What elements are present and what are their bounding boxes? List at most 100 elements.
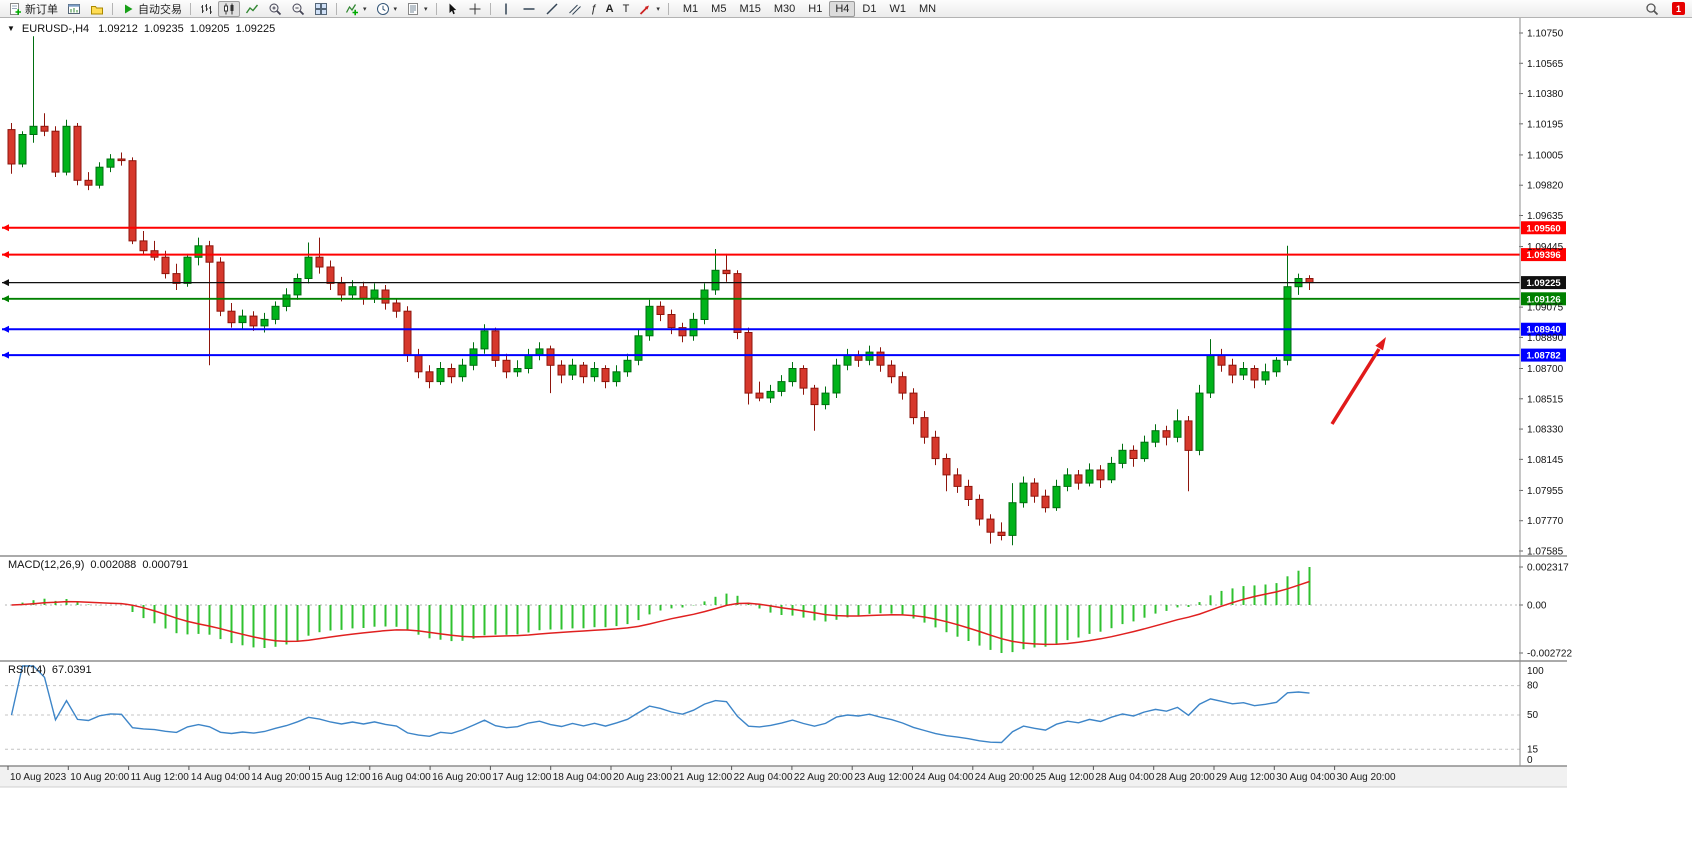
toolbar: 新订单 自动交易 bbox=[0, 0, 1692, 18]
candle bbox=[117, 158, 126, 162]
price-axis-label: 1.09445 bbox=[1527, 242, 1564, 253]
candle bbox=[667, 314, 676, 329]
chart-header: ▼ EURUSD-,H4 1.09212 1.09235 1.09205 1.09225 bbox=[7, 23, 281, 35]
tile-windows-button[interactable] bbox=[310, 1, 332, 17]
macd-signal-line bbox=[11, 580, 1310, 646]
time-axis[interactable] bbox=[0, 766, 1567, 787]
time-axis-label: 28 Aug 20:00 bbox=[1156, 772, 1215, 783]
toolbar-separator bbox=[190, 2, 191, 15]
zoom-out-button[interactable] bbox=[287, 1, 309, 17]
new-order-button[interactable]: 新订单 bbox=[4, 1, 62, 17]
line-chart-button[interactable] bbox=[241, 1, 263, 17]
notification-badge[interactable]: 1 bbox=[1672, 2, 1685, 15]
dropdown-arrow-icon: ▾ bbox=[656, 5, 660, 13]
time-axis-label: 18 Aug 04:00 bbox=[553, 772, 612, 783]
crosshair-button[interactable] bbox=[464, 1, 486, 17]
candle bbox=[194, 245, 203, 258]
rsi-axis-label: 0 bbox=[1527, 755, 1533, 766]
search-button[interactable] bbox=[1641, 1, 1663, 17]
timeframe-m1-button[interactable]: M1 bbox=[677, 1, 704, 17]
candle bbox=[854, 354, 863, 361]
annotation-arrow-head[interactable] bbox=[1375, 337, 1386, 351]
auto-trading-label: 自动交易 bbox=[138, 3, 182, 16]
price-axis-label: 1.09820 bbox=[1527, 181, 1564, 192]
indicators-button[interactable]: ▾ bbox=[341, 1, 371, 17]
candle bbox=[271, 305, 280, 320]
cursor-button[interactable] bbox=[441, 1, 463, 17]
timeframe-m5-button[interactable]: M5 bbox=[705, 1, 732, 17]
rsi-value: 67.0391 bbox=[51, 664, 92, 676]
timeframe-m15-button[interactable]: M15 bbox=[733, 1, 766, 17]
time-axis-label: 24 Aug 20:00 bbox=[975, 772, 1034, 783]
price-axis-label: 1.09635 bbox=[1527, 211, 1564, 222]
trendline-icon bbox=[546, 2, 558, 15]
timeframe-h1-button[interactable]: H1 bbox=[802, 1, 828, 17]
timeframe-h4-button[interactable]: H4 bbox=[829, 0, 856, 17]
level-left-marker bbox=[2, 351, 9, 359]
vertical-line-icon bbox=[504, 3, 507, 14]
periods-button[interactable]: ▾ bbox=[372, 1, 402, 17]
ohlc-close: 1.09225 bbox=[235, 23, 276, 35]
candle bbox=[40, 125, 49, 132]
text-button[interactable]: A bbox=[602, 1, 618, 17]
candle bbox=[7, 129, 16, 165]
price-axis-label: 1.08330 bbox=[1527, 425, 1564, 436]
time-axis-label: 10 Aug 20:00 bbox=[70, 772, 129, 783]
ohlc-low: 1.09205 bbox=[189, 23, 230, 35]
candle bbox=[260, 318, 269, 327]
vertical-line-button[interactable] bbox=[495, 1, 517, 17]
price-badge-label: 1.09396 bbox=[1526, 250, 1560, 261]
candle bbox=[590, 368, 599, 378]
candle bbox=[304, 256, 313, 280]
text-icon: A bbox=[605, 2, 614, 15]
candle bbox=[821, 392, 830, 406]
time-axis-label: 10 Aug 2023 bbox=[10, 772, 67, 783]
zoom-in-button[interactable] bbox=[264, 1, 286, 17]
trendline-button[interactable] bbox=[541, 1, 563, 17]
candle bbox=[678, 327, 687, 337]
bar-chart-button[interactable] bbox=[195, 1, 217, 17]
charts-window-button[interactable] bbox=[63, 1, 85, 17]
rsi-title: RSI(14) bbox=[8, 664, 46, 676]
templates-button[interactable]: ▾ bbox=[402, 1, 432, 17]
candle bbox=[1118, 449, 1127, 464]
crosshair-icon bbox=[469, 3, 481, 14]
candle bbox=[733, 273, 742, 334]
rsi-axis-label: 15 bbox=[1527, 744, 1539, 755]
channel-button[interactable] bbox=[564, 1, 586, 17]
price-badge-label: 1.09560 bbox=[1526, 223, 1560, 234]
price-badge bbox=[1521, 348, 1566, 362]
time-axis-label: 21 Aug 12:00 bbox=[673, 772, 732, 783]
timeframe-mn-button[interactable]: MN bbox=[913, 1, 942, 17]
text-label-button[interactable]: T bbox=[619, 1, 634, 17]
timeframe-m30-button[interactable]: M30 bbox=[768, 1, 801, 17]
annotation-arrow-shaft[interactable] bbox=[1330, 348, 1381, 425]
fibonacci-button[interactable]: ƒ bbox=[587, 1, 601, 17]
auto-trading-button[interactable]: 自动交易 bbox=[117, 1, 186, 17]
profiles-button[interactable] bbox=[86, 1, 108, 17]
candle bbox=[546, 348, 555, 366]
candle bbox=[491, 330, 500, 361]
one-click-trading-toggle[interactable]: ▼ bbox=[7, 24, 15, 33]
candle bbox=[865, 351, 874, 361]
candle bbox=[1074, 474, 1083, 484]
chart-plot-area[interactable] bbox=[0, 18, 1567, 766]
candle bbox=[887, 364, 896, 378]
candle bbox=[73, 125, 82, 181]
candlestick-chart-button[interactable] bbox=[218, 0, 240, 17]
tile-windows-icon bbox=[315, 2, 327, 15]
candle bbox=[766, 390, 775, 399]
macd-signal-value: 0.000791 bbox=[142, 559, 189, 571]
price-axis-label: 1.08145 bbox=[1527, 455, 1564, 466]
timeframe-d1-button[interactable]: D1 bbox=[856, 1, 882, 17]
chart-window-icon bbox=[68, 3, 80, 14]
arrows-button[interactable]: ▾ bbox=[634, 1, 664, 17]
candle bbox=[436, 368, 445, 383]
timeframe-w1-button[interactable]: W1 bbox=[883, 1, 912, 17]
horizontal-line-button[interactable] bbox=[518, 1, 540, 17]
level-left-marker bbox=[2, 224, 9, 232]
candle bbox=[898, 376, 907, 394]
candle bbox=[282, 294, 291, 307]
